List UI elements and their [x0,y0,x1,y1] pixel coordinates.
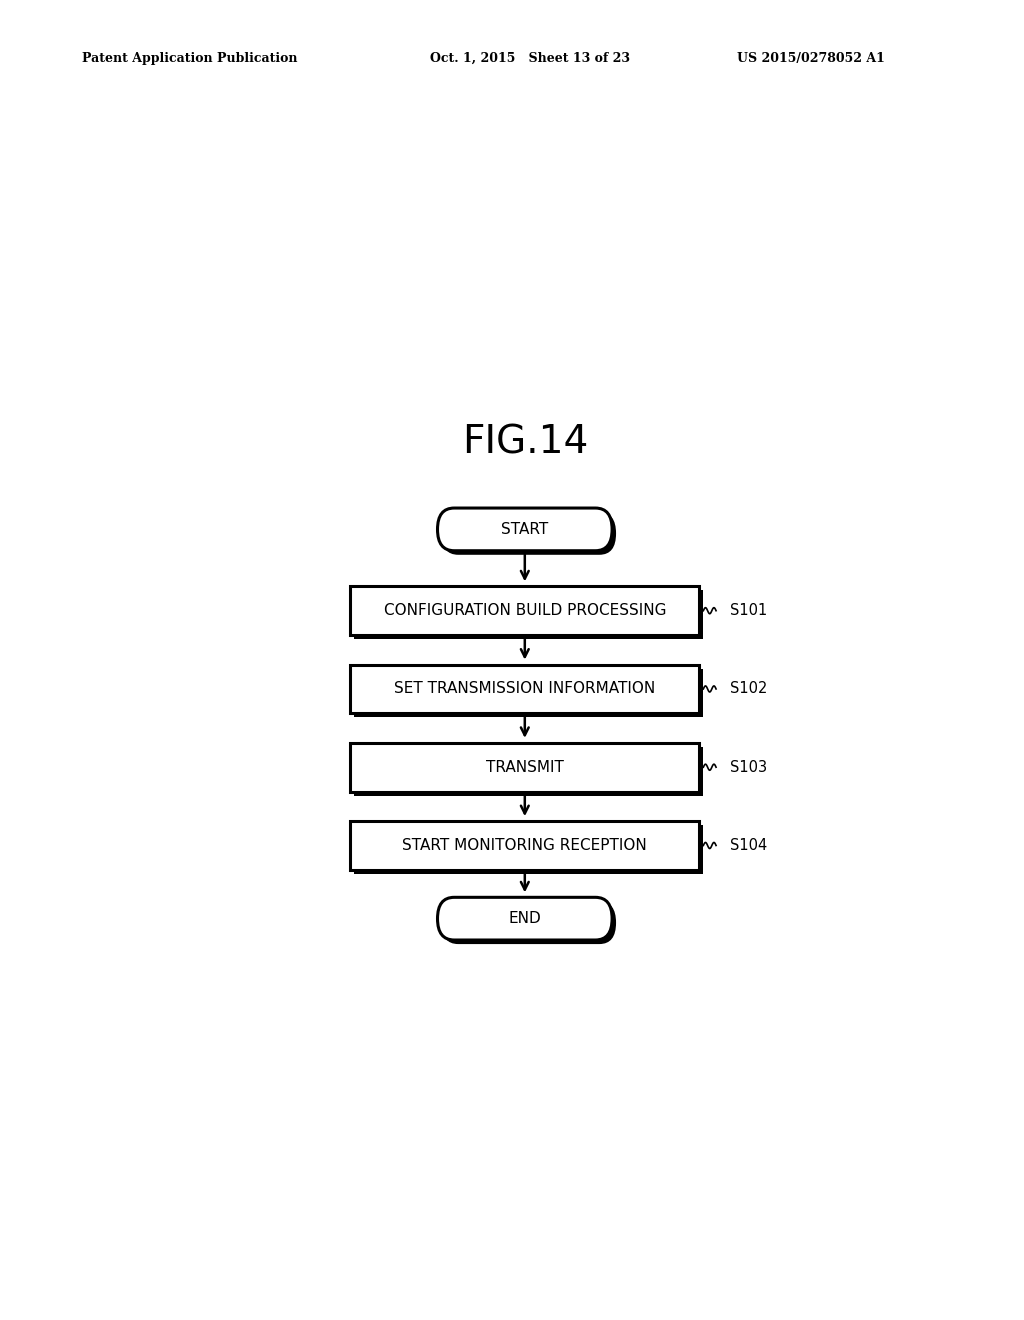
Text: TRANSMIT: TRANSMIT [485,760,564,775]
Bar [354,825,703,874]
Bar [354,669,703,718]
Text: FIG.14: FIG.14 [462,424,588,462]
FancyBboxPatch shape [441,512,616,554]
Text: Patent Application Publication: Patent Application Publication [82,51,297,65]
Text: S102: S102 [730,681,768,697]
FancyBboxPatch shape [437,508,612,550]
Bar [354,747,703,796]
Text: SET TRANSMISSION INFORMATION: SET TRANSMISSION INFORMATION [394,681,655,697]
Bar [350,664,699,713]
Bar [354,590,703,639]
Text: CONFIGURATION BUILD PROCESSING: CONFIGURATION BUILD PROCESSING [384,603,666,618]
Text: END: END [509,911,541,927]
Bar [350,743,699,792]
Text: S101: S101 [730,603,768,618]
Text: Oct. 1, 2015   Sheet 13 of 23: Oct. 1, 2015 Sheet 13 of 23 [430,51,630,65]
Text: US 2015/0278052 A1: US 2015/0278052 A1 [737,51,885,65]
FancyBboxPatch shape [437,898,612,940]
Text: S104: S104 [730,838,768,853]
Text: S103: S103 [730,760,767,775]
Bar [350,586,699,635]
FancyBboxPatch shape [441,902,616,944]
Text: START: START [501,521,549,537]
Text: START MONITORING RECEPTION: START MONITORING RECEPTION [402,838,647,853]
Bar [350,821,699,870]
